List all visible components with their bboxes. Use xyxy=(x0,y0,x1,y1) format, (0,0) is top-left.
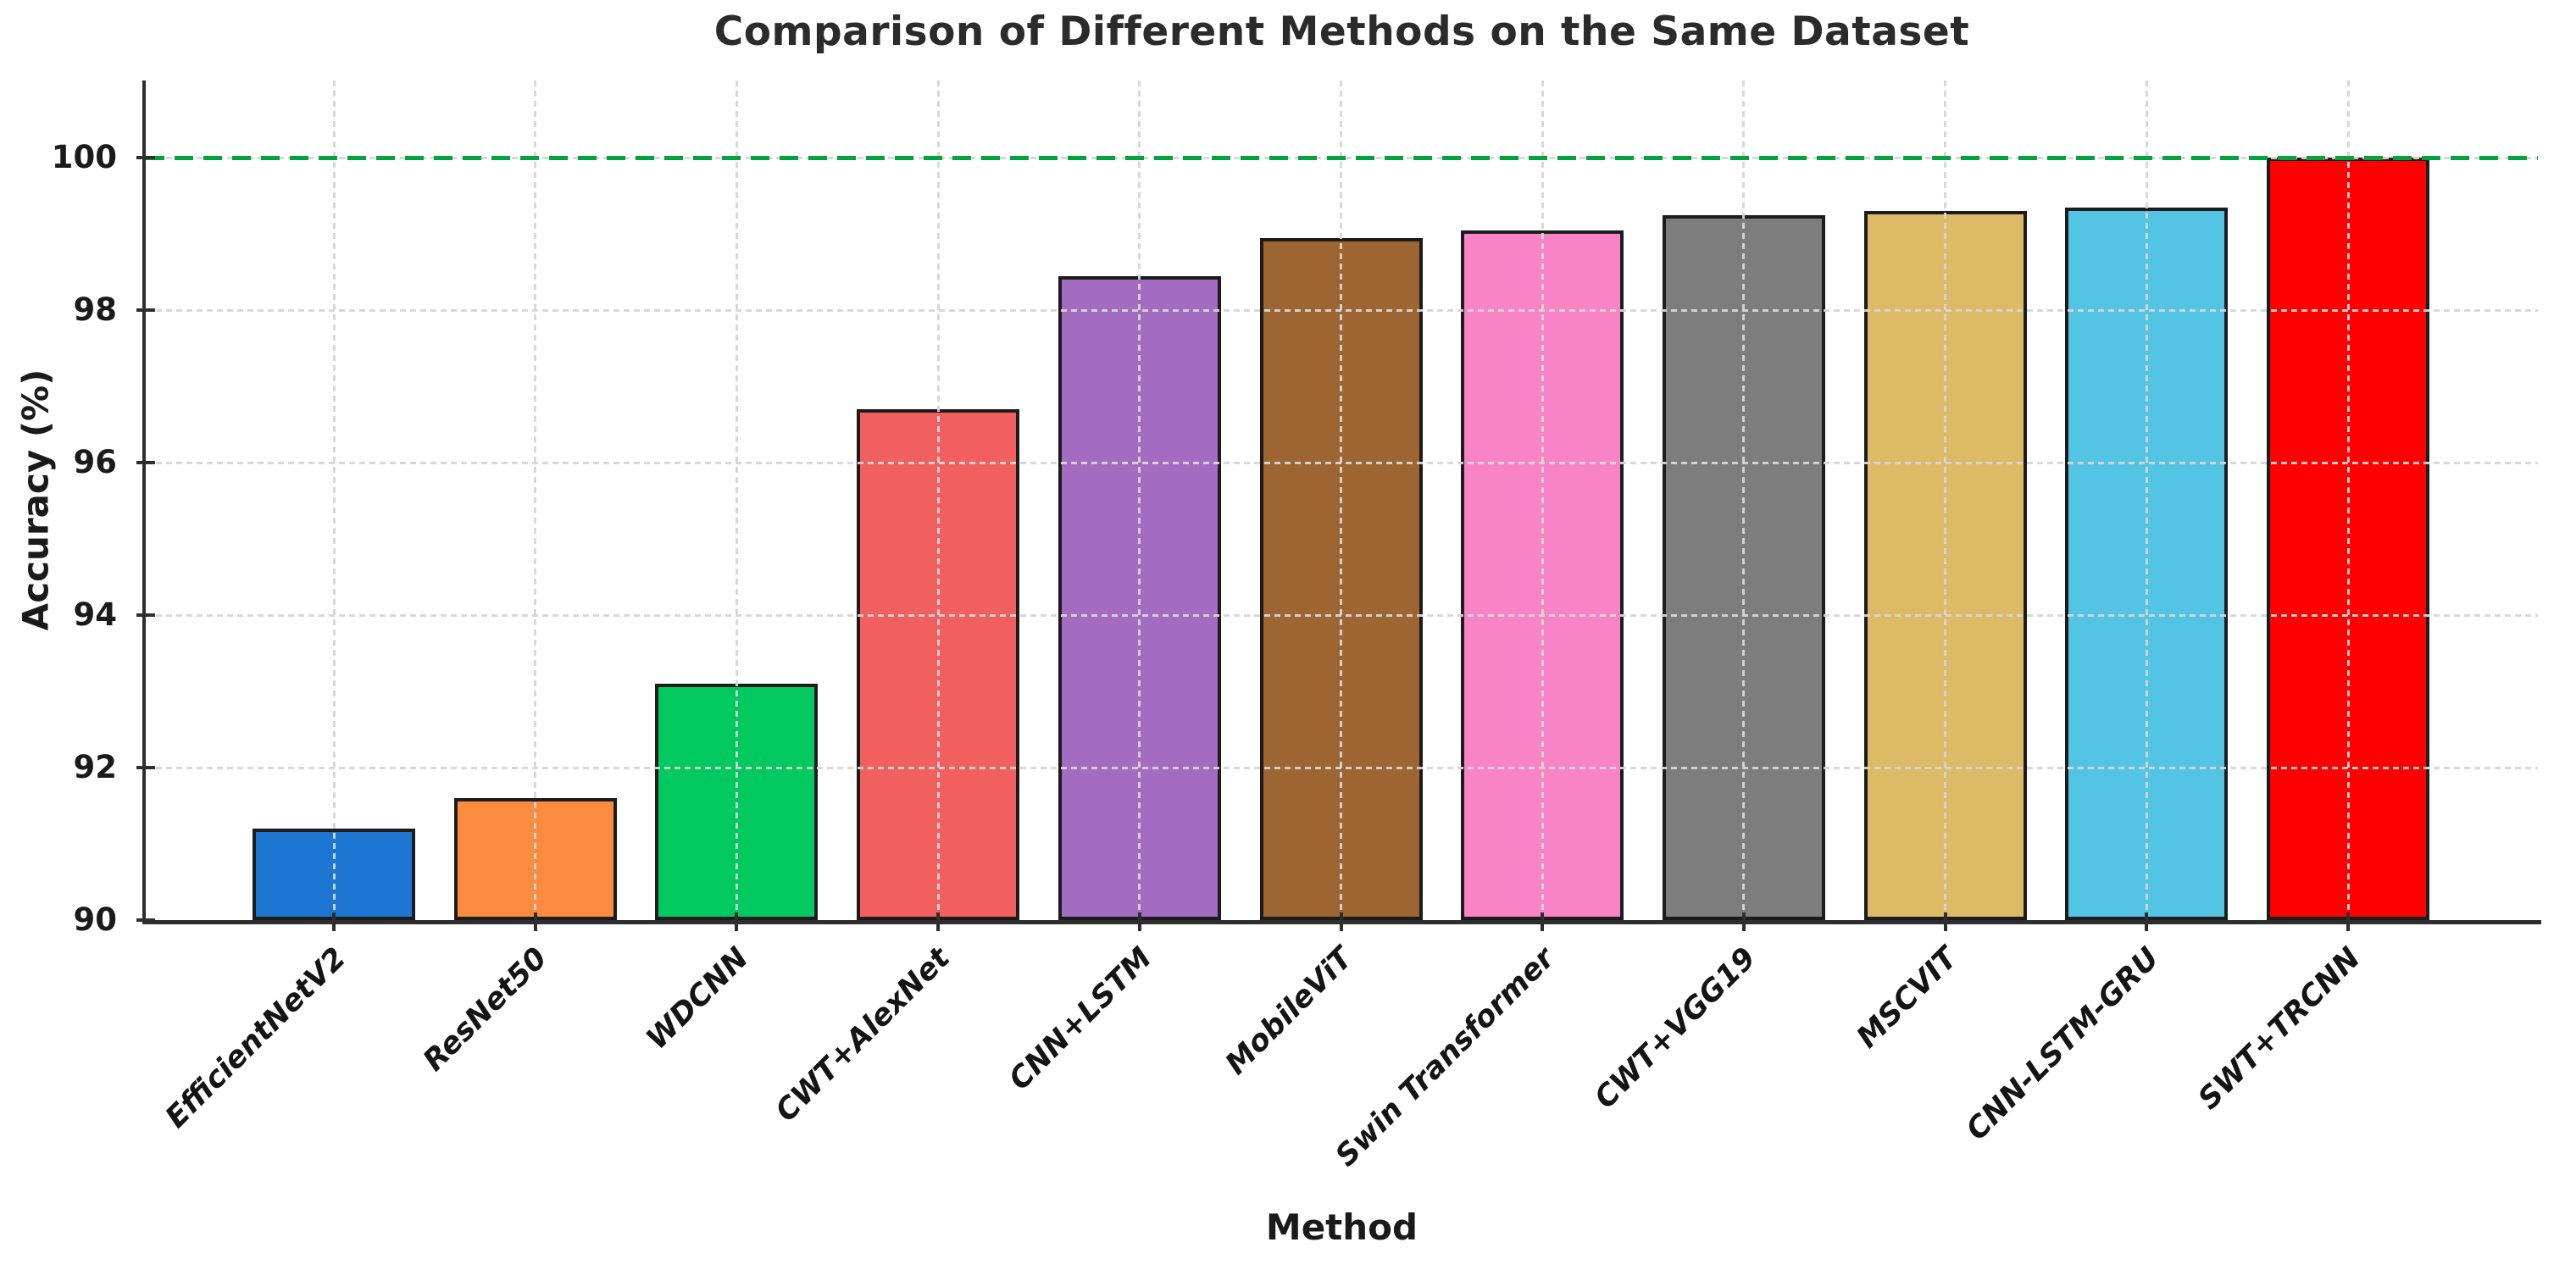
x-tick xyxy=(1943,912,1947,931)
vertical-gridline xyxy=(1742,80,1746,920)
x-tick xyxy=(735,912,739,931)
vertical-gridline xyxy=(1340,80,1342,920)
x-tick xyxy=(533,912,537,931)
reference-line-100 xyxy=(146,155,2538,160)
y-tick-label: 98 xyxy=(73,291,118,328)
x-tick xyxy=(332,912,336,931)
y-tick xyxy=(136,918,155,922)
horizontal-gridline xyxy=(146,766,2538,769)
vertical-gridline xyxy=(936,80,940,920)
horizontal-gridline xyxy=(146,308,2538,312)
vertical-gridline xyxy=(1541,80,1544,920)
x-tick-label-cwt-vgg19: CWT+VGG19 xyxy=(1588,941,1763,1116)
y-axis-title: Accuracy (%) xyxy=(14,369,57,631)
vertical-gridline xyxy=(332,80,336,920)
vertical-gridline xyxy=(2145,80,2148,920)
horizontal-gridline xyxy=(146,461,2538,464)
x-tick-label-cnn-lstm: CNN+LSTM xyxy=(1002,941,1159,1097)
x-tick-label-efficientnetv2: EfficientNetV2 xyxy=(158,941,353,1135)
y-tick xyxy=(136,156,155,159)
x-tick-label-swin-transformer: Swin Transformer xyxy=(1329,941,1562,1173)
vertical-gridline xyxy=(735,80,738,920)
x-tick-label-resnet50: ResNet50 xyxy=(417,941,554,1079)
x-axis-title: Method xyxy=(1265,1206,1418,1248)
y-tick-label: 100 xyxy=(51,139,117,175)
plot-area: 90 92 94 96 98 100 EfficientNetV2 ResNet50 WDCNN… xyxy=(52,80,2541,1173)
chart-title: Comparison of Different Methods on the S… xyxy=(713,8,1970,55)
y-tick xyxy=(136,766,155,769)
x-tick xyxy=(1741,912,1746,931)
y-tick-label: 92 xyxy=(73,749,118,785)
y-tick xyxy=(136,613,155,617)
x-tick-label-mobilevit: MobileViT xyxy=(1219,941,1360,1082)
x-tick xyxy=(1339,912,1343,931)
x-tick-label-cwt-alexnet: CWT+AlexNet xyxy=(769,941,958,1129)
x-tick xyxy=(2145,912,2149,931)
vertical-gridline xyxy=(2346,80,2350,920)
y-axis-line xyxy=(142,80,146,923)
horizontal-gridline xyxy=(146,613,2538,617)
x-tick-label-cnn-lstm-gru: CNN-LSTM-GRU xyxy=(1959,941,2166,1147)
vertical-gridline xyxy=(1138,80,1141,920)
x-tick xyxy=(936,912,941,931)
x-tick-label-wdcnn: WDCNN xyxy=(640,941,756,1056)
vertical-gridline xyxy=(1944,80,1947,920)
y-tick-label: 94 xyxy=(73,596,118,633)
x-tick-label-swt-trcnn: SWT+TRCNN xyxy=(2191,941,2368,1117)
y-tick xyxy=(136,308,155,312)
y-tick xyxy=(136,461,155,464)
y-tick-label: 96 xyxy=(73,444,118,480)
x-tick xyxy=(1137,912,1141,931)
vertical-gridline xyxy=(534,80,537,920)
x-tick xyxy=(1541,912,1545,931)
x-tick xyxy=(2346,912,2350,931)
y-tick-label: 90 xyxy=(73,901,118,938)
x-tick-label-mscvit: MSCVIT xyxy=(1850,941,1964,1056)
